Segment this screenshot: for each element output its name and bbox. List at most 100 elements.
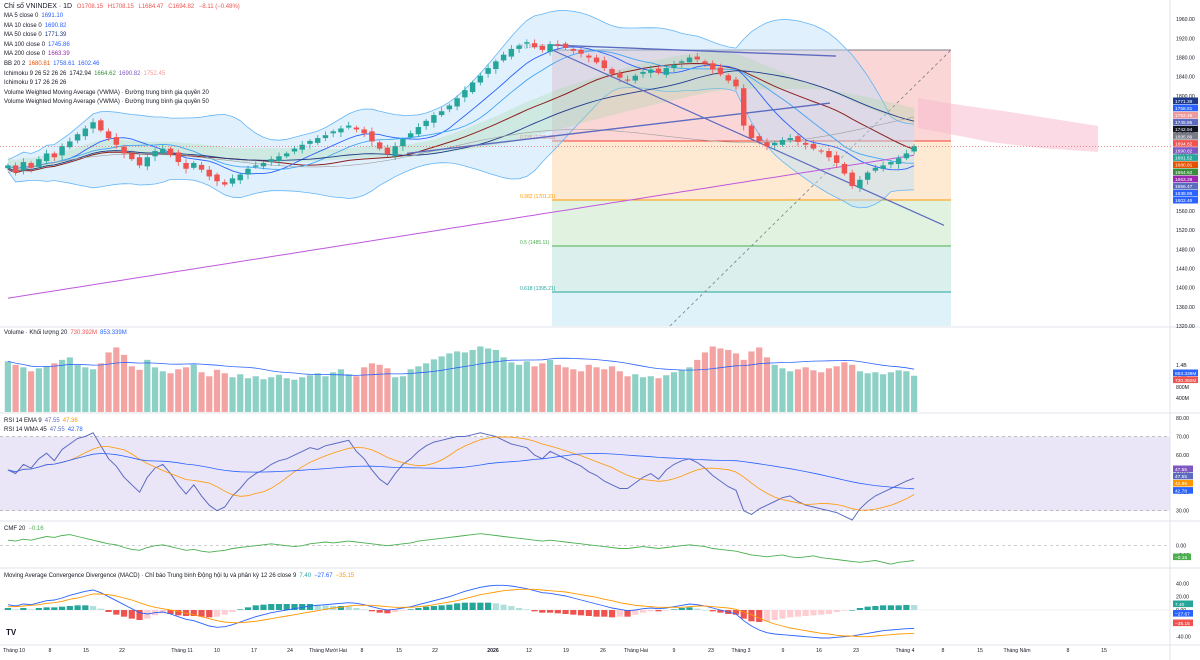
price-pane[interactable] — [0, 10, 1172, 299]
candle-body — [493, 61, 499, 70]
rsi-badge-bg — [1173, 479, 1193, 487]
rsi-ema-value: 47.36 — [62, 418, 78, 424]
legend-item-label[interactable]: Ichimoku 9 17 26 26 26 — [4, 80, 67, 87]
legend-row[interactable]: MA 100 close 0 1745.86 — [4, 41, 212, 51]
volume-bar — [213, 369, 221, 412]
tradingview-logo[interactable]: TV — [6, 628, 17, 637]
macd-histogram-bar — [678, 608, 685, 610]
price-badge-bg — [1173, 97, 1198, 105]
legend-item-label[interactable]: MA 100 close 0 — [4, 41, 46, 48]
cmf-label[interactable]: CMF 20 — [4, 526, 26, 532]
volume-bar — [856, 371, 864, 412]
ohlc-change: −8.11 (−0.48%) — [198, 4, 240, 10]
candle-body — [167, 148, 174, 155]
volume-bar — [469, 349, 476, 412]
legend-item-label[interactable]: MA 200 close 0 — [4, 51, 46, 58]
volume-pane[interactable] — [4, 346, 918, 412]
macd-badge: 7.40 — [1175, 602, 1185, 608]
volume-bar — [500, 357, 507, 412]
candle-body — [12, 165, 19, 173]
fibonacci-retracement[interactable]: 0 (1918.40)0.236 (1738.62)0.382 (1701.21… — [520, 44, 952, 327]
volume-bar — [647, 376, 654, 412]
volume-bar — [74, 364, 81, 412]
volume-bar — [593, 367, 600, 412]
volume-bar — [872, 372, 879, 412]
macd-histogram-bar — [291, 604, 298, 610]
macd-histogram-bar — [663, 610, 670, 611]
candle-body — [880, 165, 886, 169]
legend-row[interactable]: Volume Weighted Moving Average (VWMA) · … — [4, 89, 212, 99]
legend-row[interactable]: MA 50 close 0 1771.39 — [4, 31, 212, 41]
candle-body — [462, 90, 468, 98]
volume-bar — [694, 359, 701, 412]
time-tick-label: 23 — [853, 648, 859, 654]
volume-bar — [237, 374, 244, 412]
legend-item-label[interactable]: MA 50 close 0 — [4, 32, 42, 39]
legend-row[interactable]: MA 10 close 0 1690.82 — [4, 22, 212, 32]
macd-histogram-bar — [167, 610, 174, 614]
cmf-pane[interactable] — [0, 533, 1170, 565]
legend-item-value: 1664.62 — [94, 70, 116, 77]
macd-histogram-bar — [415, 608, 422, 610]
legend-row[interactable]: BB 20 2 1680.81 1758.61 1602.46 — [4, 60, 212, 70]
volume-bar — [136, 369, 143, 412]
candle-body — [276, 156, 282, 162]
legend-row[interactable]: Ichimoku 9 17 26 26 26 — [4, 79, 212, 89]
rsi-wma-label[interactable]: RSI 14 WMA 45 — [4, 427, 47, 433]
macd-histogram-bar — [376, 610, 383, 613]
legend-item-label[interactable]: BB 20 2 — [4, 60, 26, 67]
rsi-band — [0, 436, 1170, 511]
volume-bar — [725, 349, 732, 412]
price-badge: 1680.81 — [1175, 163, 1193, 169]
rsi-wma-value: 42.78 — [67, 427, 83, 433]
legend-row[interactable]: MA 5 close 0 1691.10 — [4, 12, 212, 22]
legend-item-label[interactable]: Volume Weighted Moving Average (VWMA) · … — [4, 99, 209, 106]
macd-label[interactable]: Moving Average Convergence Divergence (M… — [4, 573, 297, 579]
macd-histogram-bar — [51, 607, 58, 610]
volume-badge: 853.339M — [1175, 371, 1196, 377]
rsi-pane[interactable] — [0, 432, 1170, 521]
candle-body — [516, 45, 522, 49]
volume-bar — [818, 372, 825, 412]
candle-body — [872, 167, 879, 171]
price-badge-bg — [1173, 111, 1198, 119]
macd-histogram-bar — [849, 610, 856, 611]
macd-histogram-bar — [492, 603, 499, 610]
macd-histogram-bar — [120, 610, 128, 617]
legend-item-label[interactable]: MA 10 close 0 — [4, 22, 42, 29]
candle-body — [477, 75, 484, 83]
legend-item-label[interactable]: MA 5 close 0 — [4, 13, 39, 19]
legend-item-value: 1691.10 — [41, 13, 64, 19]
price-badge: 1656.47 — [1175, 184, 1193, 190]
macd-value: −27.67 — [314, 573, 333, 579]
time-axis[interactable]: Tháng 10 8 15 22 Tháng 11 10 17 24 Tháng Mười Ha… — [3, 648, 1107, 654]
volume-bar — [624, 376, 631, 412]
legend-item-label[interactable]: Volume Weighted Moving Average (VWMA) · … — [4, 89, 209, 96]
price-axis[interactable]: 1960.001920.001880.001840.001800.001760.… — [1173, 17, 1198, 641]
macd-histogram-bar — [608, 610, 616, 618]
candle-body — [423, 120, 429, 127]
rsi-tick-label: 70.00 — [1176, 435, 1189, 441]
macd-histogram-bar — [639, 610, 647, 613]
macd-histogram-bar — [368, 610, 376, 612]
volume-label[interactable]: Volume · Khối lượng 20 — [4, 330, 68, 336]
legend-row[interactable]: MA 200 close 0 1663.39 — [4, 50, 212, 60]
time-tick-label: 15 — [1101, 648, 1107, 654]
macd-histogram-bar — [229, 610, 236, 612]
legend-row[interactable]: Ichimoku 9 26 52 26 26 1742.94 1664.62 1690… — [4, 70, 212, 80]
candle-body — [237, 174, 243, 181]
time-tick-label: Tháng Mười Hai — [309, 648, 347, 654]
time-tick-label: Tháng 11 — [171, 648, 193, 654]
rsi-ema-label[interactable]: RSI 14 EMA 9 — [4, 418, 42, 424]
symbol-title[interactable]: Chỉ số VNINDEX · 1D — [4, 3, 73, 10]
volume-bar — [283, 378, 290, 412]
legend-row[interactable]: Volume Weighted Moving Average (VWMA) · … — [4, 98, 212, 108]
legend-item-label[interactable]: Ichimoku 9 26 52 26 26 — [4, 70, 67, 77]
candle-body — [152, 151, 158, 157]
macd-histogram-bar — [887, 605, 894, 610]
rsi-badge: 47.55 — [1175, 474, 1187, 480]
candle-body — [268, 159, 274, 163]
macd-pane[interactable] — [0, 584, 1170, 639]
macd-histogram-bar — [694, 608, 701, 610]
